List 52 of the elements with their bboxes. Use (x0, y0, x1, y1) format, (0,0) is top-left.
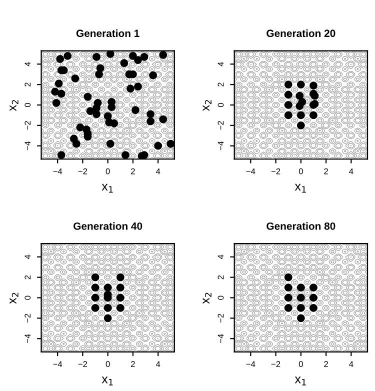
x-tick-label: 0 (298, 168, 303, 174)
y-tick-label: 2 (218, 275, 224, 280)
x-tick-label: 4 (156, 361, 160, 367)
x-tick-label: 4 (349, 361, 354, 367)
y-tick-label: 0 (218, 102, 224, 107)
y-axis-title: x$_{2}$ (202, 292, 212, 304)
x-tick-label: 0 (106, 168, 110, 174)
chart-title: Generation 80 (266, 222, 336, 230)
y-tick-label: 0 (24, 102, 31, 107)
x-tick-label: 2 (324, 361, 328, 367)
x-tick-label: 4 (156, 168, 160, 174)
y-tick-label: −4 (218, 334, 224, 343)
y-tick-label: −2 (218, 121, 224, 130)
y-tick-label: −2 (24, 314, 30, 323)
y-tick-label: 0 (24, 296, 31, 300)
x-tick-label: 2 (131, 361, 135, 367)
y-tick-label: 4 (24, 254, 30, 260)
x-axis-title: x$_{1}$ (294, 376, 306, 386)
chart-title: Generation 1 (76, 29, 140, 38)
x-tick-label: −2 (271, 168, 280, 174)
chart-title: Generation 20 (266, 29, 336, 38)
x-tick-label: −4 (53, 361, 62, 367)
y-tick-label: −4 (24, 334, 30, 343)
x-tick-label: −2 (78, 361, 88, 367)
y-tick-label: 4 (218, 254, 224, 260)
y-axis-title: x$_{2}$ (10, 100, 18, 112)
x-tick-label: −2 (271, 361, 280, 367)
x-tick-label: −4 (53, 168, 62, 174)
x-tick-label: 2 (324, 168, 328, 174)
x-tick-label: 2 (131, 168, 135, 174)
y-tick-label: 2 (24, 275, 30, 280)
x-tick-label: 4 (349, 168, 354, 174)
x-tick-label: −4 (246, 168, 256, 174)
y-tick-label: 4 (24, 62, 30, 66)
y-tick-label: −2 (24, 121, 30, 130)
y-axis-title: x$_{2}$ (10, 292, 18, 304)
chart-title: Generation 40 (74, 222, 142, 230)
x-axis-title: x$_{1}$ (294, 184, 306, 193)
x-tick-label: −2 (78, 168, 88, 174)
y-tick-label: 2 (24, 82, 30, 86)
y-tick-label: 2 (218, 82, 224, 86)
x-axis-title: x$_{1}$ (102, 184, 113, 193)
x-tick-label: 0 (106, 361, 110, 368)
x-axis-title: x$_{1}$ (102, 376, 113, 386)
y-tick-label: −4 (218, 141, 224, 150)
y-tick-label: 0 (218, 296, 224, 300)
x-tick-label: −4 (246, 361, 256, 367)
y-tick-label: −2 (218, 314, 224, 323)
x-tick-label: 0 (298, 361, 303, 368)
y-axis-title: x$_{2}$ (202, 100, 212, 112)
y-tick-label: 4 (218, 62, 224, 66)
y-tick-label: −4 (24, 141, 30, 150)
